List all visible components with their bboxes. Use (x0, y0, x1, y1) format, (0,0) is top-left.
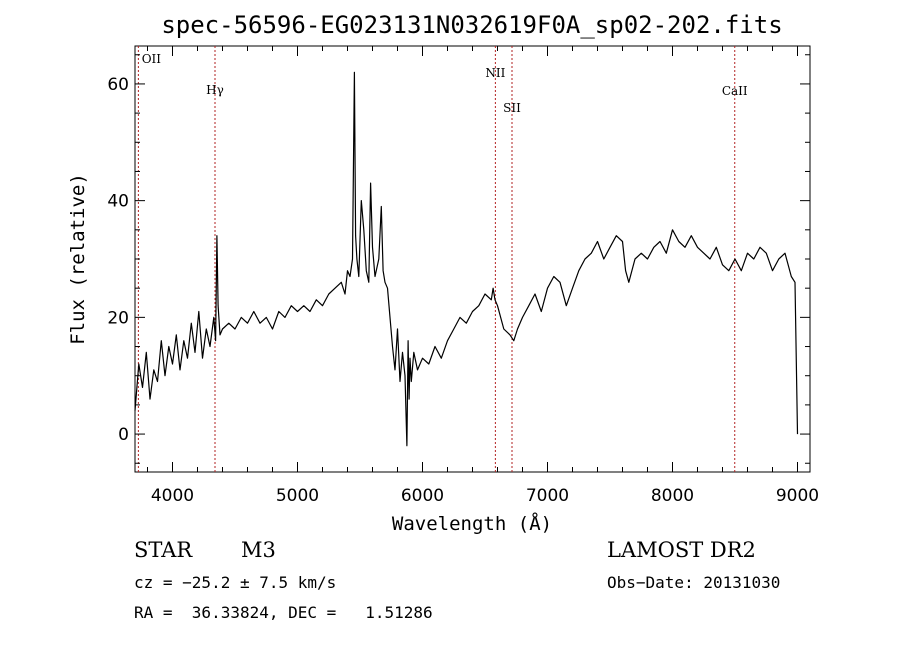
object-subclass: M3 (241, 538, 276, 562)
observation-date: Obs−Date: 20131030 (607, 573, 781, 592)
x-axis-ticks: 4000 5000 6000 7000 8000 9000 (147, 46, 819, 506)
y-tick-label: 40 (107, 192, 129, 212)
x-tick-label: 9000 (776, 486, 819, 506)
line-marker-label: Hγ (206, 83, 224, 97)
y-axis-label: Flux (relative) (67, 173, 89, 345)
line-marker-label: NII (485, 66, 505, 80)
y-tick-label: 0 (118, 425, 129, 445)
line-marker-label: CaII (722, 84, 748, 98)
redshift-cz: cz = −25.2 ± 7.5 km/s (134, 573, 337, 592)
x-axis-label: Wavelength (Å) (392, 512, 552, 535)
line-marker-label: OII (142, 52, 162, 66)
y-axis-ticks: 0 20 40 60 (107, 54, 810, 464)
chart-title: spec-56596-EG023131N032619F0A_sp02-202.f… (161, 11, 782, 39)
x-tick-label: 8000 (651, 486, 694, 506)
line-marker-label: SII (503, 101, 521, 115)
x-tick-label: 7000 (526, 486, 569, 506)
plot-frame (134, 45, 811, 473)
spectrum-series-line (134, 71, 799, 447)
object-class: STAR (134, 538, 193, 562)
y-tick-label: 20 (107, 308, 129, 328)
survey-name: LAMOST DR2 (607, 538, 756, 562)
y-tick-label: 60 (107, 75, 129, 95)
coordinates: RA = 36.33824, DEC = 1.51286 (134, 603, 433, 622)
line-markers: OII Hγ NII SII CaII (137, 46, 748, 472)
x-tick-label: 4000 (151, 486, 194, 506)
x-tick-label: 6000 (401, 486, 444, 506)
x-tick-label: 5000 (276, 486, 319, 506)
